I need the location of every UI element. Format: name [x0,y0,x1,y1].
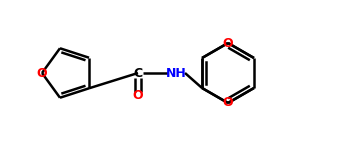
Text: C: C [134,66,143,80]
Text: O: O [37,66,47,80]
Text: O: O [223,96,233,110]
Text: O: O [223,36,233,50]
Text: O: O [133,88,143,101]
Text: NH: NH [166,66,186,80]
